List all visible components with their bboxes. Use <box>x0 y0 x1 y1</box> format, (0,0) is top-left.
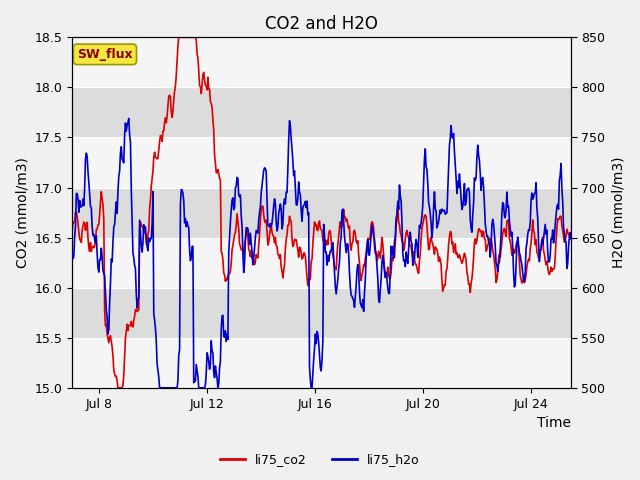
Bar <box>72 188 571 238</box>
Bar <box>72 87 571 137</box>
Text: Time: Time <box>537 416 571 430</box>
Bar <box>72 338 571 388</box>
Y-axis label: H2O (mmol/m3): H2O (mmol/m3) <box>611 157 625 268</box>
Bar <box>72 37 571 87</box>
Text: SW_flux: SW_flux <box>77 48 132 61</box>
Bar <box>72 238 571 288</box>
Bar <box>72 288 571 338</box>
Legend: li75_co2, li75_h2o: li75_co2, li75_h2o <box>215 448 425 471</box>
Bar <box>72 137 571 188</box>
Y-axis label: CO2 (mmol/m3): CO2 (mmol/m3) <box>15 157 29 268</box>
Title: CO2 and H2O: CO2 and H2O <box>265 15 378 33</box>
